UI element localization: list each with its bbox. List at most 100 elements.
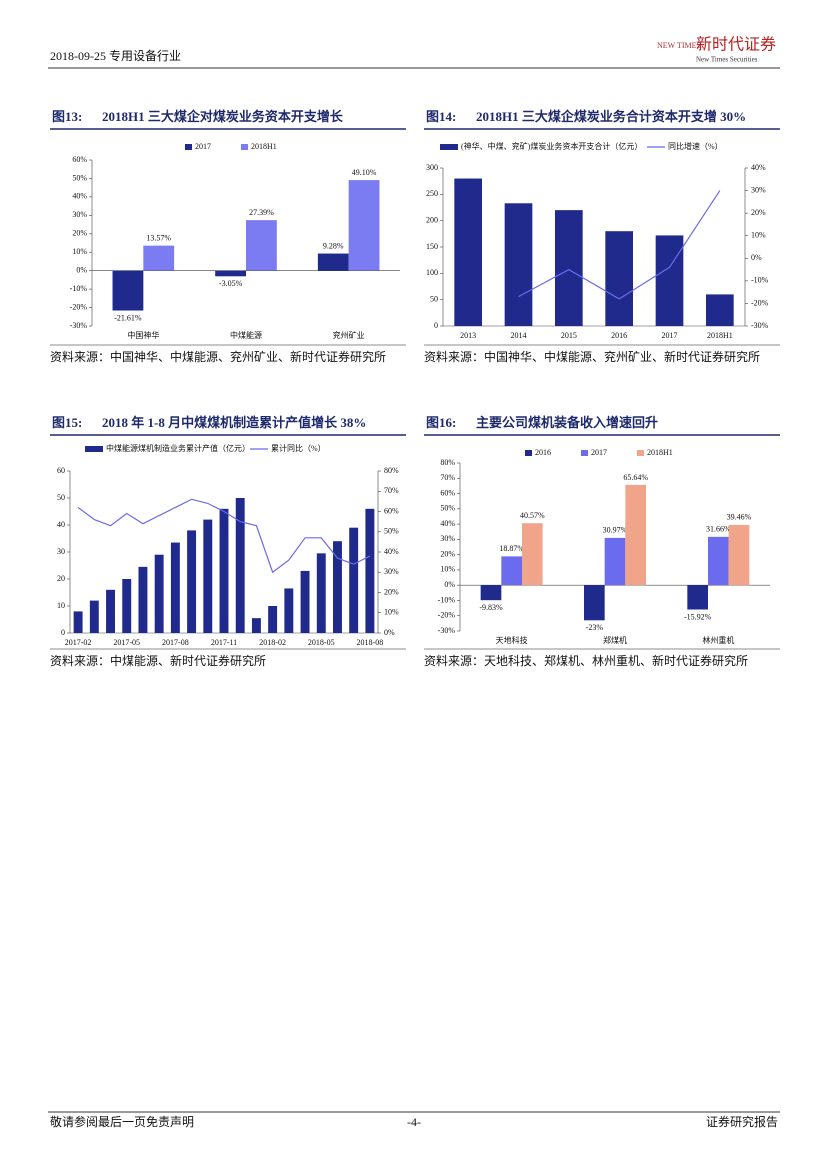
x-tick-label: 中国神华 (127, 330, 159, 340)
x-tick-label: 2018-02 (259, 638, 286, 647)
figure-number: 图16: (426, 415, 456, 430)
bar (246, 220, 277, 271)
y2-tick-label: -10% (751, 276, 769, 285)
legend-label: 2017 (195, 142, 211, 151)
value-label: 40.57% (520, 511, 545, 520)
x-tick-label: 2017-02 (65, 638, 92, 647)
legend-swatch (440, 144, 458, 150)
y2-tick-label: 20% (384, 587, 399, 596)
figure-title: 2018 年 1-8 月中煤煤机制造累计产值增长 38% (102, 415, 366, 430)
x-tick-label: 2013 (460, 331, 476, 340)
bar (106, 589, 115, 633)
y-tick-label: -30% (438, 626, 456, 635)
footer-type: 证券研究报告 (706, 1114, 778, 1129)
y-tick-label: 250 (426, 189, 438, 198)
y-tick-label: 150 (426, 242, 438, 251)
bar (187, 530, 197, 633)
y-tick-label: 0% (76, 265, 87, 274)
y-tick-label: -20% (438, 611, 456, 620)
bar (251, 618, 261, 633)
bar (333, 541, 342, 633)
y-tick-label: 300 (426, 163, 438, 172)
x-tick-label: 2017-05 (113, 638, 140, 647)
legend-label: 2018H1 (251, 142, 277, 151)
legend-label: 同比增速（%） (668, 141, 723, 151)
y2-tick-label: 0% (384, 628, 395, 637)
source: 资料来源：中国神华、中煤能源、兖州矿业、新时代证券研究所 (424, 349, 760, 364)
bar (504, 203, 533, 326)
y2-tick-label: 30% (384, 567, 399, 576)
figure-number: 图13: (52, 109, 82, 124)
y2-tick-label: 40% (751, 163, 766, 172)
x-tick-label: 2015 (561, 331, 577, 340)
bar (170, 542, 180, 633)
bar (687, 585, 708, 610)
legend-swatch (637, 450, 644, 456)
y-tick-label: 40% (72, 192, 87, 201)
y-tick-label: 70% (440, 473, 455, 482)
legend-label: 2018H1 (647, 448, 673, 457)
logo-en: New Times Securities (696, 56, 758, 64)
y-tick-label: 40% (440, 519, 455, 528)
value-label: 30.97% (603, 526, 628, 535)
header-date: 2018-09-25 专用设备行业 (50, 48, 181, 63)
bar (655, 235, 684, 326)
bar (112, 270, 144, 311)
logo-cn: 新时代证券 (696, 36, 776, 54)
bar (605, 231, 634, 326)
x-tick-label: 2018-08 (357, 638, 384, 647)
y-tick-label: -10% (438, 595, 456, 604)
bar (219, 508, 229, 633)
value-label: -9.83% (479, 603, 503, 612)
value-label: 13.57% (146, 233, 171, 242)
bar (235, 498, 245, 633)
value-label: 9.28% (323, 241, 344, 250)
y2-tick-label: 20% (751, 208, 766, 217)
value-label: 31.66% (706, 525, 731, 534)
value-label: 65.64% (623, 473, 648, 482)
legend-swatch (241, 144, 248, 150)
figure-title: 主要公司煤机装备收入增速回升 (476, 415, 658, 430)
y-tick-label: -30% (70, 321, 88, 330)
bar (215, 270, 246, 277)
y-tick-label: 50 (430, 294, 438, 303)
y-tick-label: 0 (434, 321, 438, 330)
x-tick-label: 郑煤机 (603, 635, 627, 645)
y-tick-label: 20% (72, 229, 87, 238)
y2-tick-label: 0% (751, 253, 762, 262)
y-tick-label: 40 (57, 520, 65, 529)
y-tick-label: 10 (57, 601, 65, 610)
bar (365, 508, 375, 633)
y2-tick-label: -30% (751, 321, 769, 330)
y-tick-label: 30 (57, 547, 65, 556)
bar (154, 554, 164, 633)
bar (554, 210, 583, 326)
y2-tick-label: 60% (384, 506, 399, 515)
bar (501, 556, 522, 586)
value-label: 27.39% (249, 208, 274, 217)
y-tick-label: 0% (444, 580, 455, 589)
y2-tick-label: 70% (384, 486, 399, 495)
bar (349, 527, 359, 633)
x-tick-label: 2017 (662, 331, 678, 340)
legend-label: 累计同比（%） (271, 443, 326, 453)
x-tick-label: 兖州矿业 (333, 330, 365, 340)
value-label: -23% (586, 623, 604, 632)
bar (203, 519, 213, 633)
legend-label: 2017 (591, 448, 607, 457)
figure-number: 图15: (52, 415, 82, 430)
y-tick-label: 50% (440, 504, 455, 513)
value-label: 18.87% (499, 544, 524, 553)
bar (143, 245, 175, 271)
x-tick-label: 2018H1 (707, 331, 733, 340)
source: 资料来源：天地科技、郑煤机、林州重机、新时代证券研究所 (424, 653, 748, 668)
bar (138, 566, 148, 633)
value-label: 49.10% (352, 168, 377, 177)
y-tick-label: 60% (440, 488, 455, 497)
source: 资料来源：中煤能源、新时代证券研究所 (50, 653, 266, 668)
y-tick-label: 200 (426, 215, 438, 224)
line-series (518, 190, 721, 300)
legend-swatch (185, 144, 192, 150)
legend-label: 2016 (535, 448, 551, 457)
